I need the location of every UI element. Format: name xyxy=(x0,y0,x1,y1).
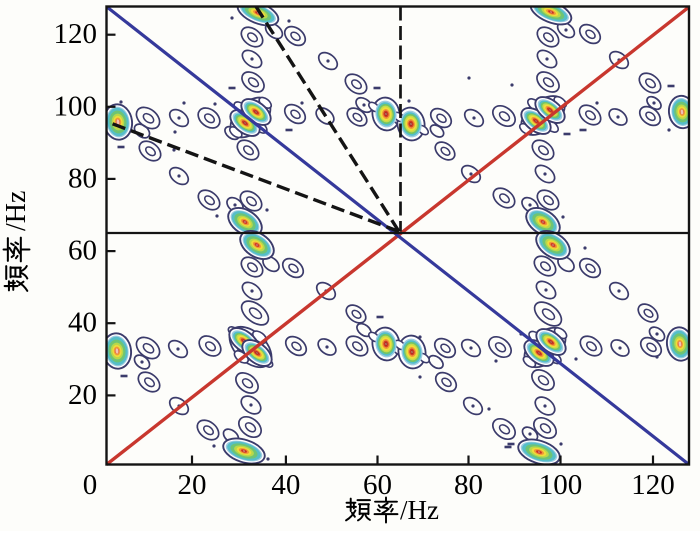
svg-text:/Hz: /Hz xyxy=(400,495,439,525)
svg-text:120: 120 xyxy=(631,469,675,501)
svg-text:60: 60 xyxy=(68,235,97,267)
svg-text:/Hz: /Hz xyxy=(1,191,32,231)
svg-text:100: 100 xyxy=(54,90,98,122)
svg-text:80: 80 xyxy=(454,469,483,501)
svg-text:40: 40 xyxy=(68,307,97,339)
svg-text:0: 0 xyxy=(83,469,98,501)
svg-text:20: 20 xyxy=(68,379,97,411)
svg-text:20: 20 xyxy=(178,469,207,501)
svg-text:40: 40 xyxy=(271,469,300,501)
svg-text:100: 100 xyxy=(539,469,583,501)
svg-text:60: 60 xyxy=(363,469,392,501)
svg-text:80: 80 xyxy=(68,162,97,194)
svg-text:120: 120 xyxy=(54,18,98,50)
